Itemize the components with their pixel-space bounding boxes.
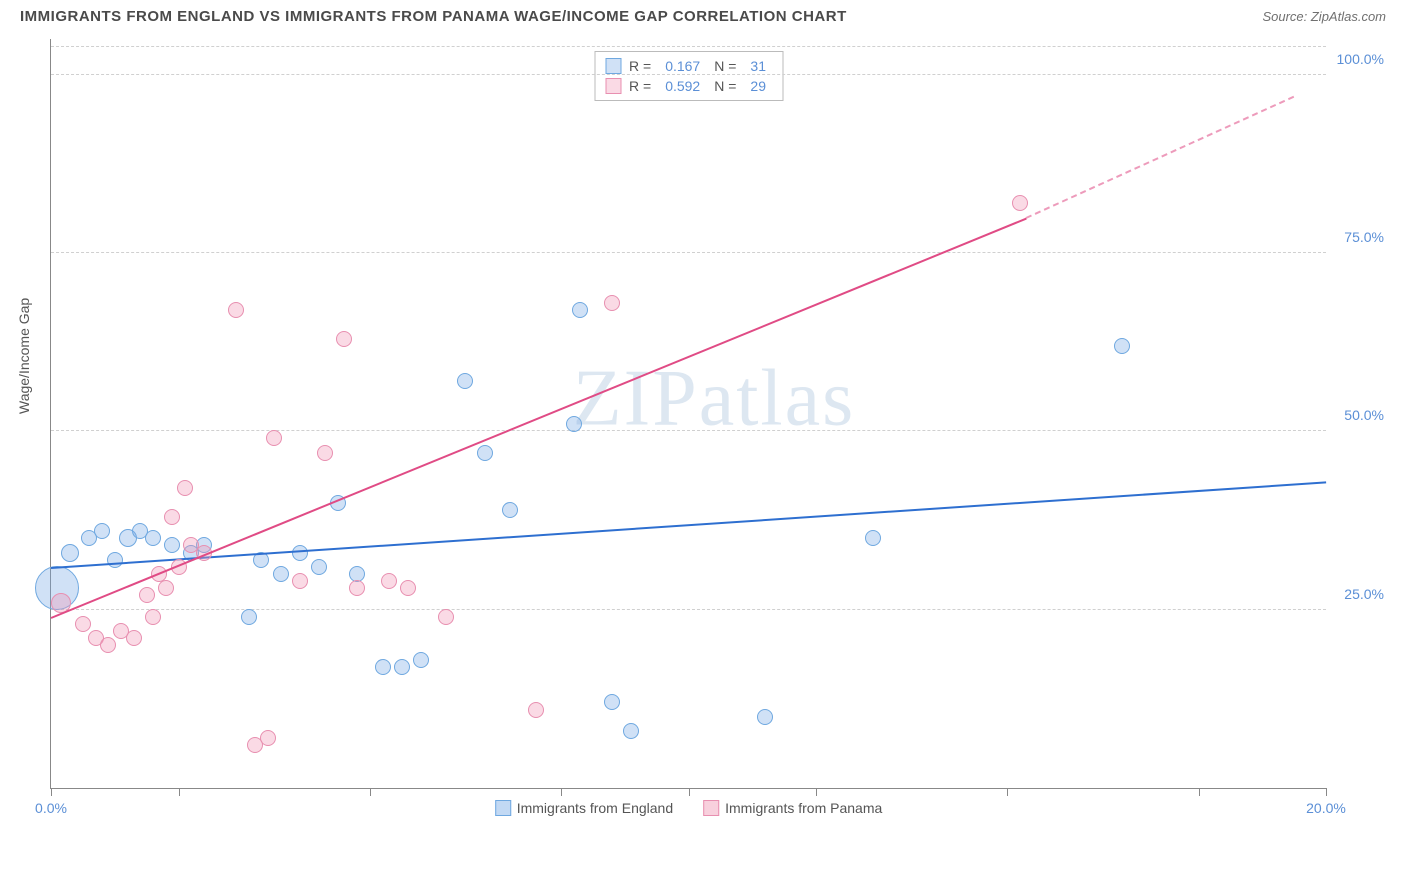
scatter-point	[604, 295, 620, 311]
scatter-point	[349, 580, 365, 596]
legend-label: Immigrants from England	[517, 800, 673, 816]
scatter-point	[757, 709, 773, 725]
scatter-point	[273, 566, 289, 582]
scatter-point	[139, 587, 155, 603]
x-tick-label: 20.0%	[1306, 800, 1346, 816]
scatter-point	[145, 530, 161, 546]
scatter-point	[164, 509, 180, 525]
scatter-point	[1114, 338, 1130, 354]
x-tick	[561, 788, 562, 796]
gridline	[51, 74, 1326, 75]
legend-swatch	[495, 800, 511, 816]
scatter-point	[311, 559, 327, 575]
gridline	[51, 609, 1326, 610]
series-legend: Immigrants from England Immigrants from P…	[495, 800, 883, 816]
y-tick-label: 75.0%	[1344, 229, 1384, 245]
x-tick	[51, 788, 52, 796]
scatter-point	[126, 630, 142, 646]
correlation-legend: R = 0.167 N = 31 R = 0.592 N = 29	[594, 51, 783, 101]
trendline	[51, 217, 1027, 618]
scatter-point	[572, 302, 588, 318]
x-tick	[370, 788, 371, 796]
legend-n-value: 31	[750, 58, 766, 74]
scatter-point	[164, 537, 180, 553]
scatter-point	[228, 302, 244, 318]
x-tick-label: 0.0%	[35, 800, 67, 816]
scatter-point	[292, 573, 308, 589]
legend-swatch	[605, 58, 621, 74]
source-attribution: Source: ZipAtlas.com	[1262, 9, 1386, 24]
scatter-point	[502, 502, 518, 518]
chart-container: ZIPatlas R =0.167N =31R =0.592N =29 Immi…	[50, 29, 1386, 849]
x-tick	[689, 788, 690, 796]
y-tick-label: 50.0%	[1344, 407, 1384, 423]
scatter-point	[1012, 195, 1028, 211]
y-tick-label: 100.0%	[1337, 51, 1384, 67]
x-tick	[1007, 788, 1008, 796]
scatter-point	[94, 523, 110, 539]
scatter-point	[336, 331, 352, 347]
scatter-point	[566, 416, 582, 432]
plot-area: ZIPatlas R =0.167N =31R =0.592N =29 Immi…	[50, 39, 1326, 789]
gridline	[51, 252, 1326, 253]
legend-n-value: 29	[750, 78, 766, 94]
scatter-point	[100, 637, 116, 653]
legend-n-label: N =	[714, 78, 736, 94]
scatter-point	[266, 430, 282, 446]
scatter-point	[528, 702, 544, 718]
scatter-point	[145, 609, 161, 625]
scatter-point	[604, 694, 620, 710]
scatter-point	[158, 580, 174, 596]
trendline-dashed	[1026, 96, 1295, 219]
legend-item: Immigrants from Panama	[703, 800, 882, 816]
scatter-point	[75, 616, 91, 632]
legend-label: Immigrants from Panama	[725, 800, 882, 816]
scatter-point	[477, 445, 493, 461]
scatter-point	[394, 659, 410, 675]
gridline	[51, 46, 1326, 47]
chart-title: IMMIGRANTS FROM ENGLAND VS IMMIGRANTS FR…	[20, 8, 847, 25]
scatter-point	[260, 730, 276, 746]
x-tick	[179, 788, 180, 796]
scatter-point	[375, 659, 391, 675]
scatter-point	[61, 544, 79, 562]
scatter-point	[241, 609, 257, 625]
scatter-point	[107, 552, 123, 568]
scatter-point	[413, 652, 429, 668]
y-axis-title: Wage/Income Gap	[16, 298, 32, 414]
legend-item: Immigrants from England	[495, 800, 673, 816]
x-tick	[1199, 788, 1200, 796]
legend-swatch	[703, 800, 719, 816]
scatter-point	[317, 445, 333, 461]
legend-r-label: R =	[629, 58, 651, 74]
legend-n-label: N =	[714, 58, 736, 74]
gridline	[51, 430, 1326, 431]
scatter-point	[177, 480, 193, 496]
scatter-point	[400, 580, 416, 596]
legend-row: R = 0.592 N = 29	[605, 76, 772, 96]
legend-r-value: 0.592	[665, 78, 700, 94]
x-tick	[816, 788, 817, 796]
scatter-point	[865, 530, 881, 546]
trendline	[51, 481, 1326, 569]
scatter-point	[457, 373, 473, 389]
legend-swatch	[605, 78, 621, 94]
scatter-point	[438, 609, 454, 625]
y-tick-label: 25.0%	[1344, 586, 1384, 602]
scatter-point	[623, 723, 639, 739]
x-tick	[1326, 788, 1327, 796]
scatter-point	[381, 573, 397, 589]
legend-r-value: 0.167	[665, 58, 700, 74]
legend-r-label: R =	[629, 78, 651, 94]
